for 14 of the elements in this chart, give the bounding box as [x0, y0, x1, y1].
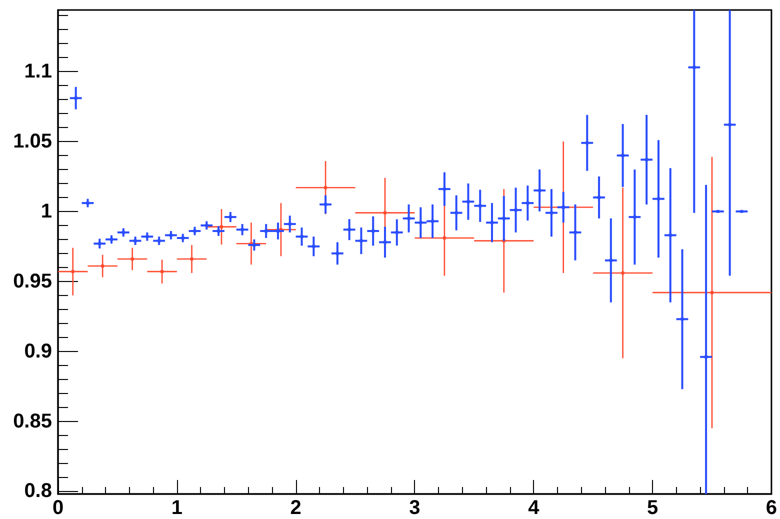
- y-tick-label: 0.9: [24, 340, 52, 362]
- y-tick-label: 1: [40, 200, 52, 222]
- x-tick-label: 4: [528, 497, 540, 519]
- x-tick-label: 5: [646, 497, 658, 519]
- x-tick-label: 1: [171, 497, 182, 519]
- y-tick-label: 1.1: [24, 60, 52, 83]
- y-tick-label: 1.05: [13, 130, 52, 152]
- x-tick-label: 6: [766, 497, 777, 519]
- x-tick-label: 3: [409, 497, 420, 519]
- x-tick-label: 0: [52, 497, 64, 519]
- x-tick-label: 2: [290, 497, 302, 519]
- y-tick-label: 0.95: [13, 270, 52, 292]
- y-tick-label: 0.85: [13, 410, 52, 432]
- y-tick-label: 0.8: [24, 480, 52, 502]
